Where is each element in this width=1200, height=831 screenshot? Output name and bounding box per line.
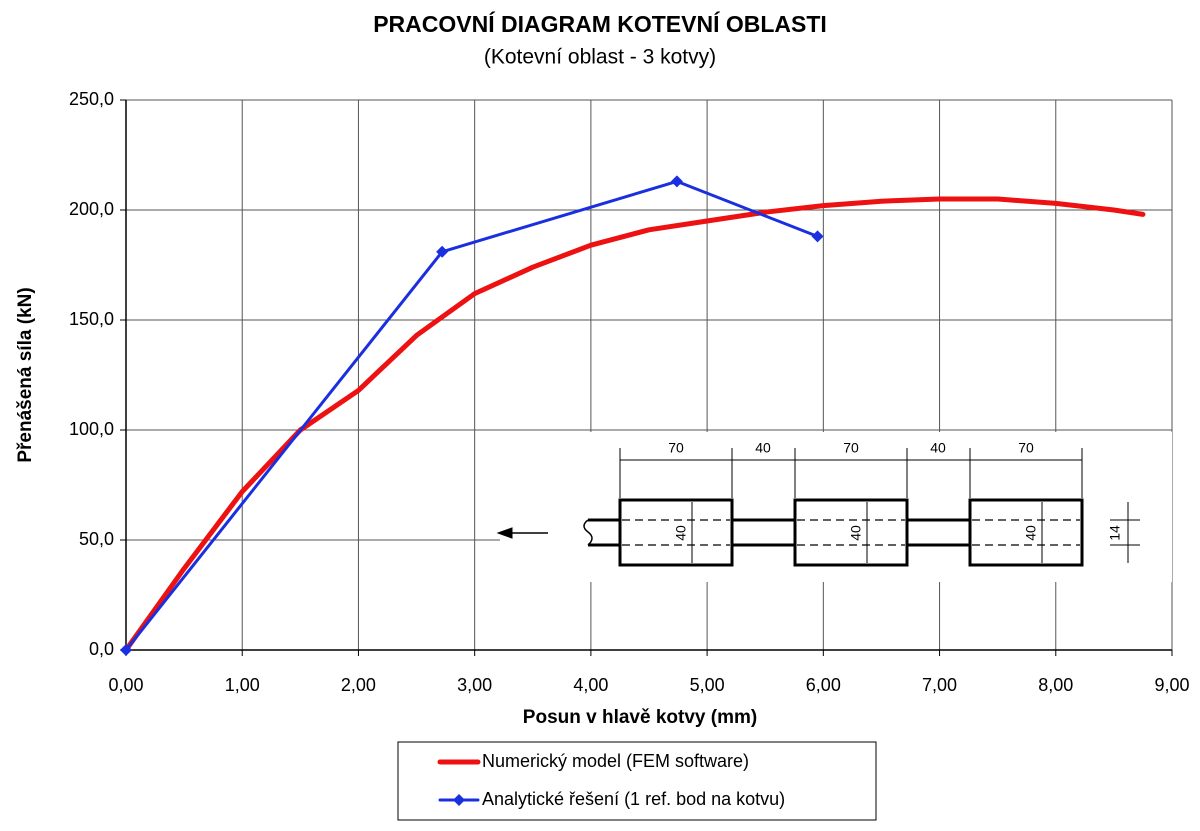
y-axis-label: Přenášená síla (kN) — [15, 287, 36, 462]
inset-shapes — [496, 448, 1140, 567]
y-tick-label: 200,0 — [69, 199, 114, 219]
inset-background — [500, 432, 1172, 582]
y-tick-label: 250,0 — [69, 89, 114, 109]
x-tick-label: 3,00 — [457, 675, 492, 695]
x-tick-label: 0,00 — [108, 675, 143, 695]
x-axis-label: Posun v hlavě kotvy (mm) — [523, 707, 757, 728]
y-tick-label: 0,0 — [89, 639, 114, 659]
y-tick-label: 50,0 — [79, 529, 114, 549]
x-tick-label: 6,00 — [806, 675, 841, 695]
inset-dimension: 70 — [843, 440, 859, 456]
inset-drawing: 70 40 70 40 70 40 40 40 14 — [496, 432, 1172, 582]
marker — [670, 175, 683, 188]
inset-dimension: 40 — [930, 440, 946, 456]
chart-subtitle: (Kotevní oblast - 3 kotvy) — [484, 46, 716, 69]
y-tick-label: 150,0 — [69, 309, 114, 329]
x-tick-label: 4,00 — [573, 675, 608, 695]
y-tick-label: 100,0 — [69, 419, 114, 439]
inset-height: 40 — [848, 525, 864, 541]
marker — [120, 644, 132, 656]
legend-label: Analytické řešení (1 ref. bod na kotvu) — [482, 789, 785, 809]
plot — [120, 175, 1146, 656]
inset-height: 40 — [1023, 525, 1039, 541]
marker — [453, 794, 465, 806]
inset-dimension: 70 — [1018, 440, 1034, 456]
x-tick-label: 7,00 — [922, 675, 957, 695]
x-tick-label: 5,00 — [690, 675, 725, 695]
x-tick-label: 2,00 — [341, 675, 376, 695]
legend-box — [397, 741, 877, 821]
x-tick-label: 1,00 — [225, 675, 260, 695]
x-tick-label: 8,00 — [1038, 675, 1073, 695]
inset-rod: 14 — [1107, 525, 1123, 541]
inset-height: 40 — [673, 525, 689, 541]
inset-dimension: 40 — [755, 440, 771, 456]
legend-label: Numerický model (FEM software) — [482, 751, 749, 771]
chart-title: PRACOVNÍ DIAGRAM KOTEVNÍ OBLASTI — [373, 10, 827, 37]
marker — [436, 245, 449, 258]
legend: Numerický model (FEM software) Analytické… — [437, 751, 785, 809]
inset-dimension: 70 — [668, 440, 684, 456]
grid: 0,0 50,0 100,0 150,0 200,0 250,0 0,00 1,00 2,00 3… — [69, 89, 1190, 695]
series-line — [124, 179, 820, 652]
series-line — [123, 196, 1146, 653]
x-tick-label: 9,00 — [1154, 675, 1189, 695]
marker — [811, 230, 824, 243]
